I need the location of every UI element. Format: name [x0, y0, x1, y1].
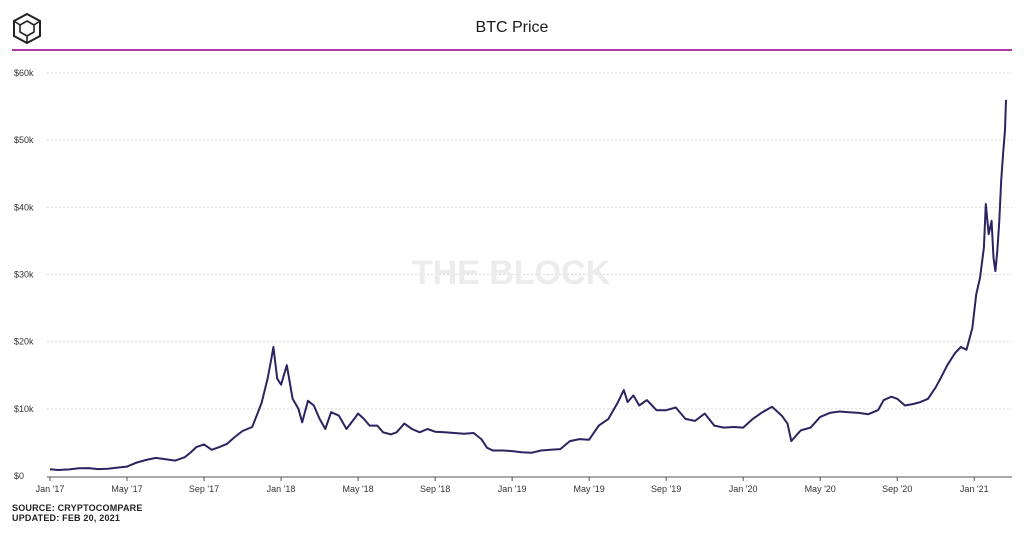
y-tick-label: $60k: [14, 68, 34, 78]
x-tick-label: Sep '19: [651, 484, 681, 494]
x-tick-label: May '17: [111, 484, 142, 494]
footer: SOURCE: CRYPTOCOMPARE UPDATED: FEB 20, 2…: [12, 503, 143, 523]
x-tick-label: May '19: [574, 484, 605, 494]
y-tick-label: $50k: [14, 135, 34, 145]
x-tick-label: Jan '19: [498, 484, 527, 494]
x-tick-label: Sep '18: [420, 484, 450, 494]
source-label: SOURCE: CRYPTOCOMPARE: [12, 503, 143, 513]
x-tick-label: Sep '17: [189, 484, 219, 494]
x-tick-label: Jan '18: [267, 484, 296, 494]
chart-title: BTC Price: [475, 19, 549, 36]
updated-label: UPDATED: FEB 20, 2021: [12, 513, 121, 523]
y-tick-label: $10k: [14, 404, 34, 414]
x-axis-ticks: Jan '17 May '17 Sep '17 Jan '18 May '18 Sep '…: [36, 477, 989, 494]
watermark-text: THE BLOCK: [412, 254, 611, 292]
gridlines: [47, 72, 1012, 410]
x-tick-label: May '18: [342, 484, 373, 494]
x-tick-label: Jan '20: [729, 484, 758, 494]
y-tick-label: $30k: [14, 270, 34, 280]
btc-price-line: [49, 99, 1007, 471]
y-tick-label: $20k: [14, 337, 34, 347]
x-tick-label: May '20: [805, 484, 836, 494]
y-tick-label: $40k: [14, 202, 34, 212]
the-block-cube-icon: [13, 12, 41, 44]
x-tick-label: Jan '17: [36, 484, 65, 494]
title-divider: [12, 49, 1012, 51]
x-tick-label: Sep '20: [882, 484, 912, 494]
y-axis-ticks: $0 $10k $20k $30k $40k $50k $60k: [14, 68, 34, 481]
y-tick-label: $0: [14, 471, 24, 481]
x-tick-label: Jan '21: [960, 484, 989, 494]
